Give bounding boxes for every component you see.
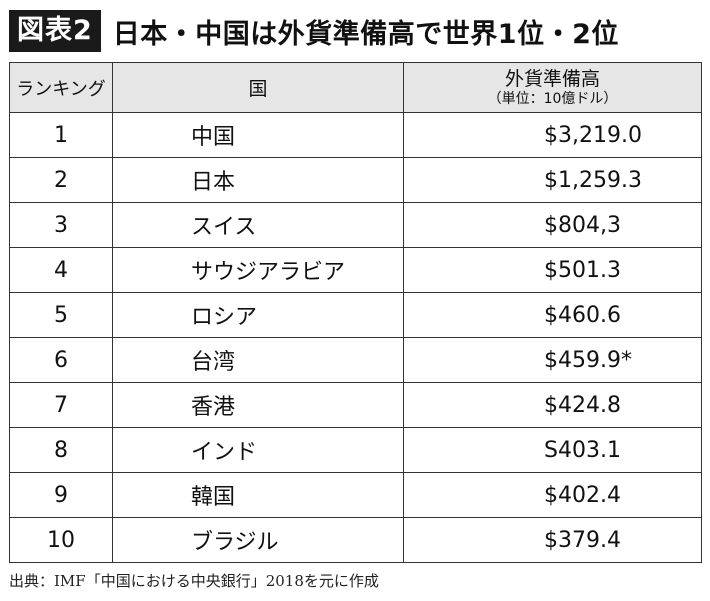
reserves-cell: $460.6: [403, 292, 702, 338]
country-cell: 韓国: [112, 472, 404, 518]
country-cell: ブラジル: [112, 517, 404, 563]
rank-cell: 2: [9, 157, 113, 203]
reserves-cell: $379.4: [403, 517, 702, 563]
country-cell: 香港: [112, 382, 404, 428]
table-row: 6 台湾 $459.9*: [9, 337, 702, 383]
rank-cell: 5: [9, 292, 113, 338]
rank-cell: 1: [9, 112, 113, 158]
reserves-ranking-table: ランキング 国 外貨準備高 （単位：10億ドル） 1 中国 $3,219.0 2…: [9, 62, 702, 563]
table-row: 3 スイス $804,3: [9, 202, 702, 248]
table-row: 2 日本 $1,259.3: [9, 157, 702, 203]
reserves-cell: $424.8: [403, 382, 702, 428]
column-header-reserves: 外貨準備高 （単位：10億ドル）: [403, 62, 702, 113]
country-cell: ロシア: [112, 292, 404, 338]
figure-label: 図表2: [9, 10, 101, 52]
page-title: 日本・中国は外貨準備高で世界1位・2位: [112, 18, 619, 50]
country-cell: 日本: [112, 157, 404, 203]
table-row: 9 韓国 $402.4: [9, 472, 702, 518]
reserves-cell: $501.3: [403, 247, 702, 293]
country-cell: 中国: [112, 112, 404, 158]
table-row: 10 ブラジル $379.4: [9, 517, 702, 563]
rank-cell: 8: [9, 427, 113, 473]
table-row: 5 ロシア $460.6: [9, 292, 702, 338]
rank-cell: 4: [9, 247, 113, 293]
column-header-reserves-label: 外貨準備高: [504, 67, 600, 90]
column-header-reserves-unit: （単位：10億ドル）: [487, 90, 618, 107]
source-note: 出典：IMF「中国における中央銀行」2018を元に作成: [9, 572, 379, 590]
rank-cell: 9: [9, 472, 113, 518]
reserves-cell: $459.9*: [403, 337, 702, 383]
reserves-cell: $3,219.0: [403, 112, 702, 158]
country-cell: 台湾: [112, 337, 404, 383]
country-cell: サウジアラビア: [112, 247, 404, 293]
table-row: 1 中国 $3,219.0: [9, 112, 702, 158]
reserves-cell: $804,3: [403, 202, 702, 248]
rank-cell: 10: [9, 517, 113, 563]
reserves-cell: $402.4: [403, 472, 702, 518]
rank-cell: 3: [9, 202, 113, 248]
table-header-row: ランキング 国 外貨準備高 （単位：10億ドル）: [9, 62, 702, 113]
country-cell: インド: [112, 427, 404, 473]
column-header-country: 国: [112, 62, 404, 113]
country-cell: スイス: [112, 202, 404, 248]
title-row: 図表2 日本・中国は外貨準備高で世界1位・2位: [9, 10, 619, 52]
reserves-cell: S403.1: [403, 427, 702, 473]
column-header-rank: ランキング: [9, 62, 113, 113]
rank-cell: 6: [9, 337, 113, 383]
rank-cell: 7: [9, 382, 113, 428]
reserves-cell: $1,259.3: [403, 157, 702, 203]
table-row: 8 インド S403.1: [9, 427, 702, 473]
table-row: 7 香港 $424.8: [9, 382, 702, 428]
table-row: 4 サウジアラビア $501.3: [9, 247, 702, 293]
